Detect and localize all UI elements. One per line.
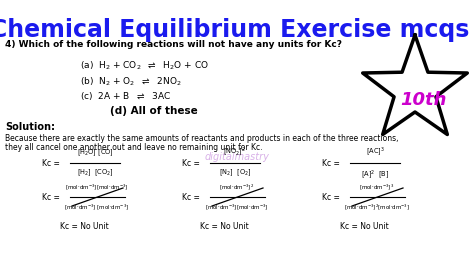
Text: [AC]$^3$: [AC]$^3$	[365, 145, 384, 158]
Text: Chemical Equilibrium Exercise mcqs: Chemical Equilibrium Exercise mcqs	[0, 18, 470, 42]
Text: (a)  H$_2$ + CO$_2$  $\rightleftharpoons$  H$_2$O + CO: (a) H$_2$ + CO$_2$ $\rightleftharpoons$ …	[80, 60, 209, 73]
Text: [mol$\cdot$dm$^{-3}$] [mol$\cdot$dm$^{-3}$]: [mol$\cdot$dm$^{-3}$] [mol$\cdot$dm$^{-3…	[64, 202, 129, 212]
Text: Because there are exactly the same amounts of reactants and products in each of : Because there are exactly the same amoun…	[5, 134, 399, 143]
Text: Kc =: Kc =	[322, 193, 340, 202]
Text: [H$_2$O] [CO]: [H$_2$O] [CO]	[77, 148, 113, 158]
Text: [mol$\cdot$dm$^{-3}$][mol$\cdot$dm$^{-3}$]: [mol$\cdot$dm$^{-3}$][mol$\cdot$dm$^{-3}…	[205, 202, 269, 212]
Text: [mol$\cdot$dm$^{-3}$]$^2$: [mol$\cdot$dm$^{-3}$]$^2$	[219, 182, 255, 192]
Text: Kc = No Unit: Kc = No Unit	[200, 222, 249, 231]
Polygon shape	[363, 35, 467, 135]
Text: Kc =: Kc =	[322, 159, 340, 168]
Text: (d) All of these: (d) All of these	[110, 106, 198, 116]
Text: [A]$^2$  [B]: [A]$^2$ [B]	[361, 168, 389, 181]
Text: they all cancel one another out and leave no remaining unit for Kc.: they all cancel one another out and leav…	[5, 143, 263, 152]
Text: [N$_2$]  [O$_2$]: [N$_2$] [O$_2$]	[219, 168, 251, 178]
Text: digitalmastry: digitalmastry	[205, 152, 269, 162]
Text: Kc =: Kc =	[42, 193, 60, 202]
Text: [NO$_2$]$^2$: [NO$_2$]$^2$	[223, 145, 246, 158]
Text: 4) Which of the following reactions will not have any units for Kc?: 4) Which of the following reactions will…	[5, 40, 342, 49]
Text: Kc =: Kc =	[42, 159, 60, 168]
Text: (c)  2A + B  $\rightleftharpoons$  3AC: (c) 2A + B $\rightleftharpoons$ 3AC	[80, 90, 171, 102]
Text: [mol$\cdot$dm$^{-3}$]$^2$[mol$\cdot$dm$^{-3}$]: [mol$\cdot$dm$^{-3}$]$^2$[mol$\cdot$dm$^…	[344, 202, 410, 212]
Text: Kc =: Kc =	[182, 159, 200, 168]
Text: Kc =: Kc =	[182, 193, 200, 202]
Text: 10th: 10th	[400, 91, 446, 109]
Text: [mol$\cdot$dm$^{-3}$]$^3$: [mol$\cdot$dm$^{-3}$]$^3$	[359, 182, 394, 192]
Text: Kc = No Unit: Kc = No Unit	[340, 222, 389, 231]
Text: Kc = No Unit: Kc = No Unit	[60, 222, 109, 231]
Text: (b)  N$_2$ + O$_2$  $\rightleftharpoons$  2NO$_2$: (b) N$_2$ + O$_2$ $\rightleftharpoons$ 2…	[80, 75, 182, 88]
Text: Solution:: Solution:	[5, 122, 55, 132]
Text: [H$_2$]  [CO$_2$]: [H$_2$] [CO$_2$]	[76, 168, 113, 178]
Text: [mol$\cdot$dm$^{-3}$][mol$\cdot$dm$^{-3}$]: [mol$\cdot$dm$^{-3}$][mol$\cdot$dm$^{-3}…	[65, 182, 129, 192]
